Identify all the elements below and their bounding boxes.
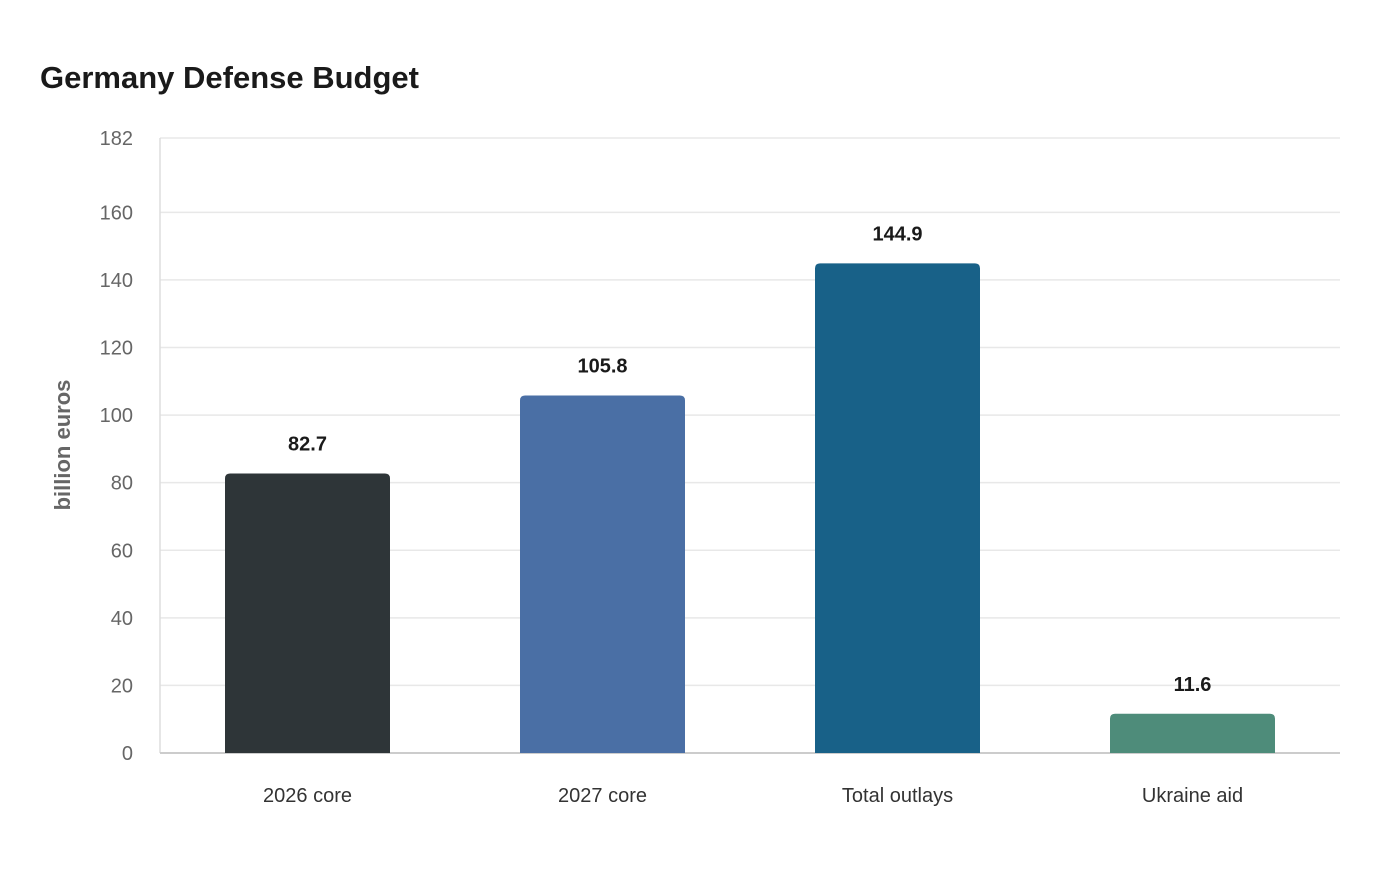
y-tick-labels: 0 20 40 60 80 100 120 140 160 182 — [100, 128, 133, 765]
y-tick-label: 80 — [111, 473, 133, 495]
y-tick-label: 60 — [111, 540, 133, 562]
bar — [1110, 713, 1275, 753]
data-label: 144.9 — [872, 223, 922, 245]
y-tick-label: 20 — [111, 675, 133, 697]
y-tick-label: 40 — [111, 608, 133, 630]
y-tick-label: 182 — [100, 128, 133, 150]
data-label: 82.7 — [288, 434, 327, 456]
y-tick-label: 0 — [122, 743, 133, 765]
data-label: 11.6 — [1174, 674, 1212, 696]
data-labels: 82.7 105.8 144.9 11.6 — [288, 223, 1211, 695]
y-tick-label: 160 — [100, 202, 133, 224]
y-tick-label: 100 — [100, 405, 133, 427]
x-tick-label: 2026 core — [263, 785, 352, 807]
bar — [225, 473, 390, 753]
y-axis-title: billion euros — [50, 380, 75, 511]
y-tick-label: 120 — [100, 338, 133, 360]
y-tick-label: 140 — [100, 270, 133, 292]
bar — [520, 395, 685, 753]
x-tick-label: Ukraine aid — [1142, 785, 1243, 807]
chart-title: Germany Defense Budget — [40, 60, 419, 95]
data-label: 105.8 — [577, 355, 627, 377]
x-tick-label: Total outlays — [842, 785, 953, 807]
bars — [225, 263, 1275, 753]
x-tick-labels: 2026 core 2027 core Total outlays Ukraine a… — [263, 785, 1243, 807]
bar — [815, 263, 980, 753]
x-tick-label: 2027 core — [558, 785, 647, 807]
